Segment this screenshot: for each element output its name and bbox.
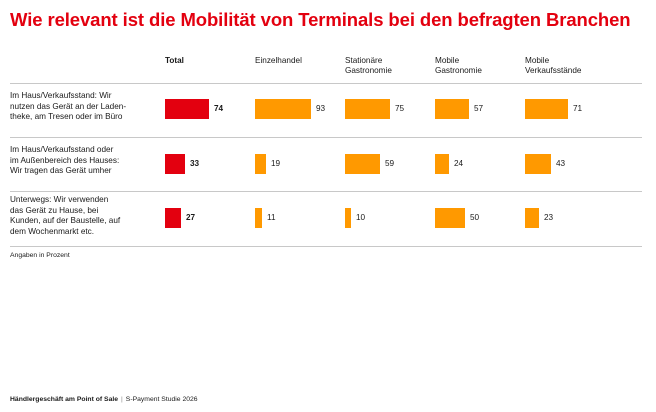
row-label-line: Wir tragen das Gerät umher bbox=[10, 166, 112, 176]
row-label-line: nutzen das Gerät an der Laden- bbox=[10, 101, 127, 111]
row-label: Unterwegs: Wir verwenden das Gerät zu Hau… bbox=[10, 195, 160, 237]
bar bbox=[255, 154, 266, 174]
bar bbox=[345, 208, 351, 228]
row-label-line: das Gerät zu Hause, bei bbox=[10, 205, 99, 215]
row-label-line: Im Haus/Verkaufsstand oder bbox=[10, 145, 114, 154]
data-label: 59 bbox=[385, 159, 395, 168]
unit-note: Angaben in Prozent bbox=[10, 252, 70, 259]
bar bbox=[165, 99, 209, 119]
data-label: 23 bbox=[544, 213, 554, 222]
data-label: 19 bbox=[271, 159, 281, 168]
bar bbox=[165, 208, 181, 228]
bar bbox=[165, 154, 185, 174]
bar bbox=[435, 154, 449, 174]
column-header: Total bbox=[165, 56, 184, 66]
row-label: Im Haus/Verkaufsstand oder im Außenbereic… bbox=[10, 145, 160, 177]
column-header-line: Verkaufsstände bbox=[525, 66, 582, 75]
data-label: 74 bbox=[214, 104, 224, 113]
column-header-line: Einzelhandel bbox=[255, 56, 302, 65]
data-label: 11 bbox=[267, 213, 276, 222]
column-header: Mobile Verkaufsstände bbox=[525, 56, 581, 76]
bar bbox=[525, 208, 539, 228]
footer-left: Händlergeschäft am Point of Sale bbox=[10, 396, 119, 403]
column-header: Mobile Gastronomie bbox=[435, 56, 482, 76]
row-divider bbox=[10, 246, 642, 247]
data-label: 50 bbox=[470, 213, 480, 222]
column-header-line: Mobile bbox=[525, 56, 550, 65]
bar bbox=[435, 99, 469, 119]
row-label-line: Im Haus/Verkaufsstand: Wir bbox=[10, 91, 112, 100]
data-label: 93 bbox=[316, 104, 326, 113]
bar bbox=[255, 99, 311, 119]
data-label: 24 bbox=[454, 159, 464, 168]
data-label: 27 bbox=[186, 213, 196, 222]
column-header-line: Stationäre bbox=[345, 56, 383, 65]
row-divider bbox=[10, 137, 642, 138]
bar bbox=[525, 99, 568, 119]
column-header-line: Mobile bbox=[435, 56, 460, 65]
row-label-line: im Außenbereich des Hauses: bbox=[10, 155, 120, 165]
row-divider bbox=[10, 191, 642, 192]
data-label: 33 bbox=[190, 159, 200, 168]
row-label-line: theke, am Tresen oder im Büro bbox=[10, 112, 123, 122]
chart-title: Wie relevant ist die Mobilität von Termi… bbox=[10, 9, 631, 30]
column-header: Stationäre Gastronomie bbox=[345, 56, 392, 76]
bar bbox=[345, 99, 390, 119]
column-header-line: Gastronomie bbox=[435, 66, 482, 75]
footer-separator: | bbox=[121, 396, 123, 403]
bar bbox=[255, 208, 262, 228]
column-header: Einzelhandel bbox=[255, 56, 302, 66]
data-label: 75 bbox=[395, 104, 405, 113]
footer-right: S-Payment Studie 2026 bbox=[125, 396, 198, 403]
bar bbox=[435, 208, 465, 228]
data-label: 57 bbox=[474, 104, 484, 113]
data-label: 71 bbox=[573, 104, 583, 113]
bar bbox=[525, 154, 551, 174]
data-label: 10 bbox=[356, 213, 366, 222]
row-label-line: Unterwegs: Wir verwenden bbox=[10, 195, 109, 204]
data-label: 43 bbox=[556, 159, 566, 168]
row-label-line: Kunden, auf der Baustelle, auf bbox=[10, 216, 121, 226]
footer: Händlergeschäft am Point of Sale | S-Payme… bbox=[10, 396, 198, 403]
row-label-line: dem Wochenmarkt etc. bbox=[10, 226, 95, 236]
bar bbox=[345, 154, 380, 174]
row-divider bbox=[10, 83, 642, 84]
column-header-line: Gastronomie bbox=[345, 66, 392, 75]
row-label: Im Haus/Verkaufsstand: Wir nutzen das Ger… bbox=[10, 91, 160, 123]
column-header-line: Total bbox=[165, 56, 184, 65]
